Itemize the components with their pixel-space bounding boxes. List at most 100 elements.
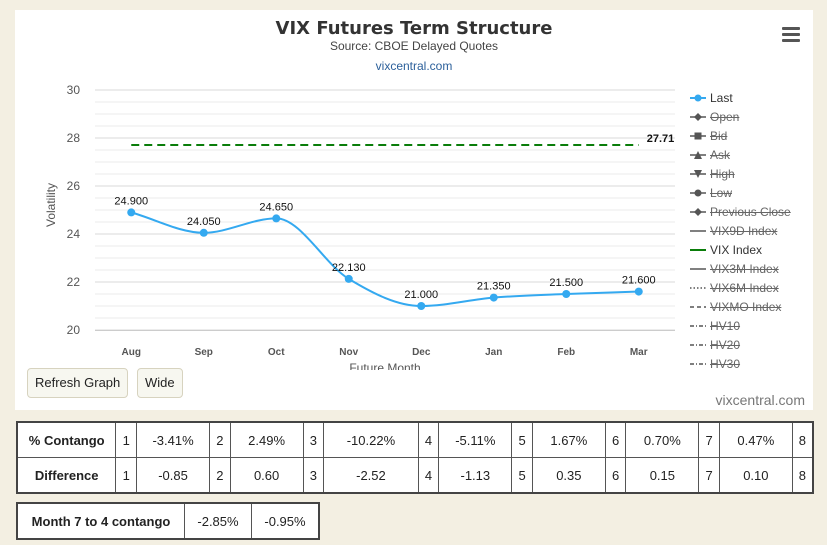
value-cell: -5.11% [438, 421, 513, 458]
chart-subtitle: Source: CBOE Delayed Quotes [329, 39, 499, 53]
last-data-point[interactable] [344, 274, 353, 283]
hamburger-menu-icon[interactable] [782, 27, 800, 42]
x-axis-ticks: Aug Sep Oct Nov Dec Jan Feb Mar [122, 347, 648, 358]
last-data-point[interactable] [489, 293, 498, 302]
month-number-cell: 8 [791, 457, 814, 494]
legend-symbol-icon [690, 286, 706, 289]
legend-label: Low [710, 185, 733, 200]
value-cell: 2.49% [229, 421, 304, 458]
y-tick-label: 28 [67, 131, 81, 145]
chart-legend: Last Open Bid Ask High Lo [690, 88, 810, 373]
y-tick-label: 30 [67, 83, 81, 97]
month-number-cell: 5 [511, 457, 533, 494]
difference-row: Difference 1 -0.85 2 0.60 3 -2.52 4 -1.13 5 0.35 6… [16, 457, 814, 494]
last-data-point[interactable] [417, 302, 426, 310]
legend-label: Open [710, 109, 740, 124]
value-cell: 1.67% [531, 421, 606, 458]
data-label: 24.650 [259, 201, 293, 213]
legend-symbol-icon [690, 150, 706, 159]
month-contango-value: -0.95% [251, 502, 320, 540]
source-link[interactable]: vixcentral.com [375, 59, 453, 73]
data-label: 21.000 [404, 289, 438, 301]
x-tick-label: Mar [630, 347, 648, 358]
legend-label: Previous Close [710, 204, 791, 219]
last-data-point[interactable] [127, 208, 136, 217]
legend-symbol-icon [690, 207, 706, 216]
month-number-cell: 7 [698, 457, 720, 494]
legend-item[interactable]: Open [690, 107, 810, 126]
legend-symbol-icon [690, 324, 706, 327]
legend-item[interactable]: Ask [690, 145, 810, 164]
last-data-point[interactable] [562, 290, 571, 298]
refresh-graph-button[interactable]: Refresh Graph [27, 368, 129, 398]
value-cell: -3.41% [136, 421, 211, 458]
value-cell: 0.35 [531, 457, 606, 494]
wide-button[interactable]: Wide [137, 368, 183, 398]
legend-item[interactable]: Last [690, 88, 810, 107]
last-data-point[interactable] [199, 228, 208, 237]
chart-panel: VIX Futures Term Structure Source: CBOE … [15, 10, 813, 410]
legend-item[interactable]: HV10 [690, 316, 810, 335]
month-contango-value: -2.85% [184, 502, 252, 540]
legend-label: Bid [710, 128, 728, 143]
y-axis-title: Volatility [44, 183, 58, 227]
difference-row-label: Difference [16, 457, 117, 494]
legend-label: VIX6M Index [710, 280, 779, 295]
legend-label: HV10 [710, 318, 741, 333]
legend-item[interactable]: Bid [690, 126, 810, 145]
contango-row-label: % Contango [16, 421, 117, 458]
value-cell: 0.60 [229, 457, 304, 494]
y-tick-label: 24 [67, 227, 81, 241]
value-cell: 0.15 [625, 457, 700, 494]
x-tick-label: Feb [557, 347, 575, 358]
last-data-point[interactable] [272, 214, 281, 223]
data-label: 24.050 [187, 216, 221, 228]
month-number-cell: 6 [604, 457, 627, 494]
y-tick-label: 22 [67, 275, 81, 289]
month-number-cell: 4 [417, 421, 440, 458]
legend-item[interactable]: HV30 [690, 354, 810, 373]
legend-symbol-icon [690, 362, 706, 365]
legend-label: VIX9D Index [710, 223, 778, 238]
line-chart: 20 22 24 26 28 30 Aug Sep Oct Nov Dec Jan Feb Mar Vo… [44, 83, 675, 370]
legend-label: VIX Index [710, 242, 763, 257]
month-contango-table: Month 7 to 4 contango -2.85% -0.95% [16, 502, 320, 540]
x-tick-label: Nov [339, 347, 358, 358]
x-tick-label: Aug [122, 347, 141, 358]
legend-item[interactable]: Low [690, 183, 810, 202]
legend-item[interactable]: VIX Index [690, 240, 810, 259]
legend-label: VIXMO Index [710, 299, 782, 314]
value-cell: -2.52 [323, 457, 419, 494]
legend-symbol-icon [690, 343, 706, 346]
legend-item[interactable]: Previous Close [690, 202, 810, 221]
value-cell: -0.85 [136, 457, 211, 494]
data-label: 24.900 [114, 195, 148, 207]
data-label: 21.500 [549, 277, 583, 289]
y-tick-label: 20 [67, 323, 81, 337]
legend-item[interactable]: VIX9D Index [690, 221, 810, 240]
legend-item[interactable]: VIXMO Index [690, 297, 810, 316]
legend-label: Ask [710, 147, 731, 162]
legend-symbol-icon [690, 169, 706, 178]
data-label: 21.350 [477, 281, 511, 293]
legend-label: HV20 [710, 337, 741, 352]
x-tick-label: Dec [412, 347, 431, 358]
month-number-cell: 1 [115, 457, 138, 494]
chart-series: 27.71 24.900 24.050 24.650 22.130 21.000 21.35… [114, 133, 674, 310]
legend-item[interactable]: HV20 [690, 335, 810, 354]
vix-index-label: 27.71 [647, 133, 675, 145]
legend-label: Last [710, 90, 733, 105]
x-tick-label: Sep [195, 347, 213, 358]
value-cell: -1.13 [438, 457, 513, 494]
legend-symbol-icon [690, 229, 706, 232]
month-number-cell: 5 [511, 421, 533, 458]
last-data-point[interactable] [634, 287, 643, 296]
legend-item[interactable]: High [690, 164, 810, 183]
month-number-cell: 3 [302, 457, 325, 494]
month-number-cell: 3 [302, 421, 325, 458]
month-number-cell: 2 [209, 457, 231, 494]
legend-symbol-icon [690, 305, 706, 308]
month-contango-label: Month 7 to 4 contango [16, 502, 185, 540]
legend-item[interactable]: VIX6M Index [690, 278, 810, 297]
legend-item[interactable]: VIX3M Index [690, 259, 810, 278]
